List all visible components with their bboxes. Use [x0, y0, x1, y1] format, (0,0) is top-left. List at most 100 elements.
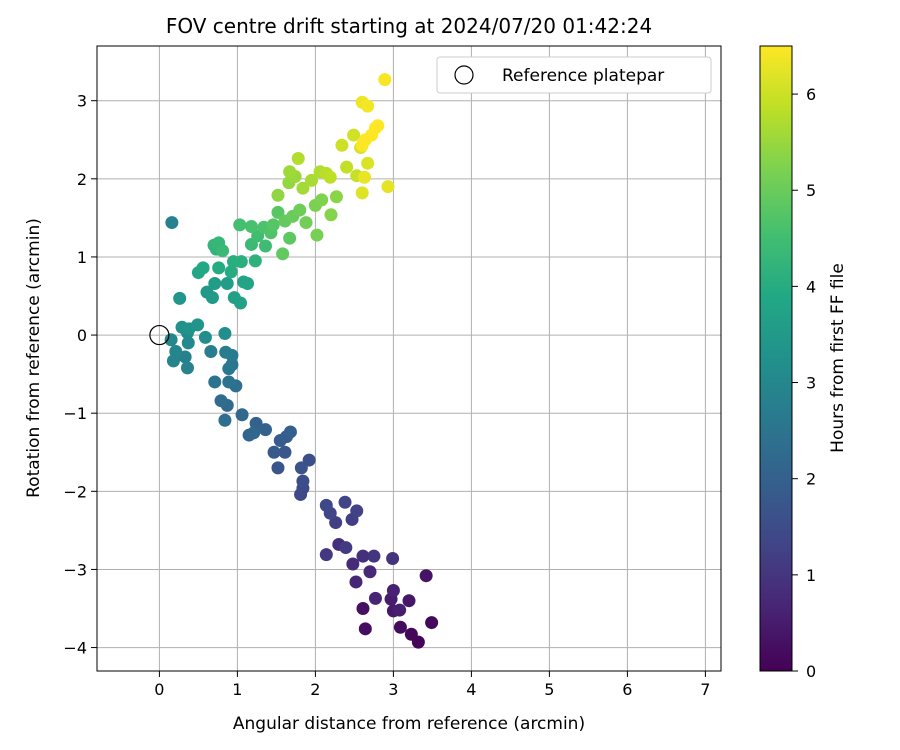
x-axis-ticks: 0 1 2 3 4 5 6 7	[154, 671, 710, 699]
scatter-point	[180, 361, 194, 375]
scatter-point	[258, 423, 272, 437]
colorbar-tick-label: 3	[806, 374, 816, 393]
data-points	[164, 73, 439, 649]
x-tick-label: 4	[466, 680, 476, 699]
colorbar-tick-label: 2	[806, 470, 816, 489]
scatter-point	[208, 277, 222, 290]
scatter-point	[340, 160, 354, 174]
scatter-point	[363, 565, 377, 579]
scatter-point	[393, 603, 407, 617]
scatter-point	[219, 345, 233, 359]
scatter-point	[169, 344, 183, 358]
y-axis-label: Rotation from reference (arcmin)	[24, 218, 44, 498]
scatter-point	[271, 188, 285, 202]
x-tick-label: 2	[310, 680, 320, 699]
scatter-point	[329, 190, 343, 204]
chart-title: FOV centre drift starting at 2024/07/20 …	[166, 14, 652, 38]
scatter-point	[283, 165, 297, 179]
scatter-point	[315, 193, 329, 207]
scatter-point	[358, 170, 372, 184]
scatter-point	[178, 350, 192, 364]
scatter-point	[319, 498, 333, 512]
scatter-point	[271, 205, 285, 219]
scatter-point	[305, 173, 318, 187]
x-tick-label: 6	[622, 680, 632, 699]
colorbar-tick-label: 1	[806, 566, 816, 585]
colorbar-frame	[759, 45, 793, 672]
scatter-point	[283, 231, 297, 245]
grid	[97, 46, 721, 671]
scatter-point	[367, 549, 381, 563]
scatter-point	[222, 375, 236, 389]
scatter-point	[404, 627, 418, 641]
scatter-point	[335, 138, 349, 152]
scatter-point	[293, 203, 307, 217]
x-tick-label: 1	[232, 680, 242, 699]
scatter-point	[347, 128, 361, 142]
x-tick-label: 7	[700, 680, 710, 699]
scatter-point	[267, 445, 281, 459]
scatter-point	[296, 474, 310, 488]
y-axis-ticks: −4 −3 −2 −1 0 1 2 3	[63, 92, 97, 658]
scatter-point	[173, 291, 187, 305]
scatter-point	[258, 239, 272, 253]
scatter-point	[181, 336, 195, 350]
scatter-point	[271, 461, 285, 475]
scatter-point	[191, 318, 205, 332]
scatter-point	[205, 291, 219, 305]
scatter-point	[378, 73, 392, 87]
scatter-point	[233, 218, 247, 232]
y-tick-label: 2	[77, 170, 87, 189]
legend: Reference platepar	[436, 56, 712, 94]
scatter-point	[218, 327, 232, 340]
scatter-point	[361, 156, 375, 170]
scatter-point	[319, 548, 333, 562]
scatter-point	[294, 461, 308, 475]
y-tick-label: 1	[77, 248, 87, 267]
scatter-point	[220, 277, 234, 290]
reference-marker-layer	[149, 324, 170, 346]
scatter-point	[339, 541, 353, 555]
scatter-point	[386, 552, 400, 565]
scatter-point	[234, 296, 248, 310]
scatter-point	[218, 413, 232, 427]
scatter-point	[355, 186, 369, 200]
scatter-point	[241, 277, 255, 290]
scatter-point	[361, 99, 375, 113]
scatter-point	[356, 549, 370, 563]
scatter-point	[278, 445, 292, 459]
scatter-point	[386, 584, 400, 598]
colorbar-label: Hours from first FF file	[828, 263, 848, 453]
y-tick-label: 0	[77, 326, 87, 345]
scatter-point	[350, 504, 364, 518]
scatter-point	[248, 254, 262, 268]
scatter-point	[266, 218, 280, 232]
scatter-point	[234, 255, 248, 269]
legend-label-reference: Reference platepar	[502, 66, 664, 86]
colorbar-ticks: 0 1 2 3 4 5 6	[792, 85, 816, 681]
scatter-point	[329, 516, 343, 530]
reference-platepar-marker	[149, 324, 170, 346]
scatter-point	[371, 119, 385, 133]
scatter-point	[296, 181, 310, 195]
scatter-point	[368, 591, 382, 605]
x-axis-label: Angular distance from reference (arcmin)	[233, 714, 585, 734]
scatter-point	[381, 180, 395, 194]
scatter-point	[356, 602, 370, 615]
scatter-point	[419, 569, 433, 583]
plot-frame	[96, 45, 722, 672]
scatter-point	[276, 247, 290, 261]
y-tick-label: 3	[77, 92, 87, 111]
scatter-point	[214, 394, 228, 408]
scatter-point	[224, 265, 238, 279]
scatter-point	[323, 170, 337, 184]
scatter-point	[244, 219, 258, 233]
scatter-point	[355, 138, 369, 152]
scatter-point	[212, 261, 226, 275]
colorbar-tick-label: 4	[806, 277, 816, 296]
x-tick-label: 3	[388, 680, 398, 699]
y-tick-label: −4	[63, 639, 87, 658]
scatter-point	[402, 594, 416, 608]
colorbar-tick-label: 6	[806, 85, 816, 104]
